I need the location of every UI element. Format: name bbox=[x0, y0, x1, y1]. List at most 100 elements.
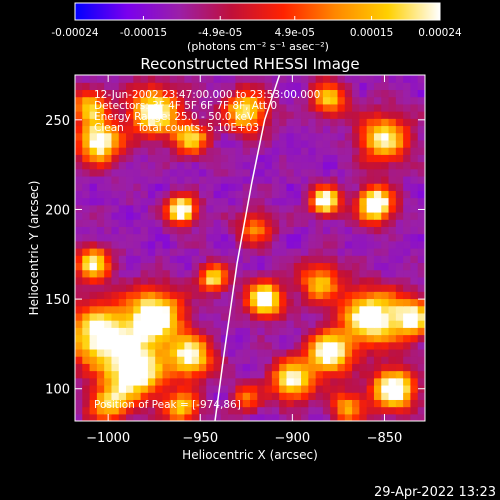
heatmap-cell bbox=[198, 348, 207, 357]
heatmap-cell bbox=[279, 291, 288, 300]
heatmap-cell bbox=[417, 413, 425, 421]
heatmap-cell bbox=[286, 226, 295, 235]
colorbar-strip bbox=[74, 2, 441, 21]
heatmap-cell bbox=[242, 392, 251, 400]
heatmap-cell bbox=[257, 248, 266, 256]
heatmap-cell bbox=[184, 197, 193, 206]
heatmap-cell bbox=[322, 103, 331, 112]
heatmap-cell bbox=[279, 125, 288, 134]
heatmap-cell bbox=[373, 82, 382, 91]
heatmap-cell bbox=[250, 103, 258, 112]
heatmap-cell bbox=[366, 406, 375, 415]
heatmap-cell bbox=[235, 233, 244, 242]
heatmap-cell bbox=[301, 248, 309, 256]
x-tick-label: −1000 bbox=[86, 431, 130, 446]
heatmap-cell bbox=[177, 82, 185, 91]
heatmap-cell bbox=[344, 269, 353, 278]
heatmap-cell bbox=[373, 190, 382, 199]
heatmap-cell bbox=[96, 118, 105, 127]
heatmap-cell bbox=[315, 341, 324, 350]
heatmap-cell bbox=[96, 175, 105, 184]
heatmap-cell bbox=[198, 305, 207, 314]
heatmap-cell bbox=[206, 103, 215, 112]
heatmap-cell bbox=[286, 356, 295, 364]
heatmap-cell bbox=[308, 75, 317, 83]
heatmap-cell bbox=[147, 312, 156, 321]
heatmap-cell bbox=[111, 175, 120, 184]
heatmap-cell bbox=[359, 240, 368, 249]
heatmap-cell bbox=[395, 197, 404, 206]
heatmap-cell bbox=[147, 118, 156, 127]
heatmap-cell bbox=[322, 118, 331, 127]
heatmap-cell bbox=[359, 384, 368, 393]
heatmap-cell bbox=[403, 82, 412, 91]
heatmap-cell bbox=[140, 154, 149, 163]
heatmap-cell bbox=[279, 262, 288, 271]
heatmap-cell bbox=[220, 82, 229, 91]
heatmap-cell bbox=[213, 175, 222, 184]
heatmap-cell bbox=[82, 327, 91, 336]
heatmap-cell bbox=[403, 89, 412, 98]
heatmap-cell bbox=[410, 75, 419, 83]
heatmap-cell bbox=[162, 276, 171, 285]
heatmap-cell bbox=[235, 132, 244, 141]
heatmap-cell bbox=[381, 219, 390, 227]
heatmap-cell bbox=[308, 341, 317, 350]
heatmap-cell bbox=[322, 356, 331, 364]
heatmap-cell bbox=[242, 139, 251, 148]
heatmap-cell bbox=[111, 211, 120, 220]
heatmap-cell bbox=[75, 413, 83, 421]
heatmap-cell bbox=[271, 89, 280, 98]
heatmap-cell bbox=[286, 392, 295, 400]
heatmap-cell bbox=[315, 348, 324, 357]
heatmap-cell bbox=[89, 327, 98, 336]
heatmap-cell bbox=[344, 262, 353, 271]
heatmap-cell bbox=[111, 334, 120, 343]
heatmap-cell bbox=[235, 348, 244, 357]
heatmap-cell bbox=[381, 147, 390, 155]
heatmap-cell bbox=[308, 219, 317, 227]
heatmap-cell bbox=[206, 96, 215, 105]
heatmap-cell bbox=[147, 377, 156, 386]
heatmap-cell bbox=[395, 334, 404, 343]
heatmap-cell bbox=[242, 269, 251, 278]
heatmap-cell bbox=[381, 96, 390, 105]
heatmap-cell bbox=[366, 248, 375, 256]
heatmap-cell bbox=[75, 269, 83, 278]
heatmap-cell bbox=[191, 284, 200, 292]
heatmap-cell bbox=[322, 183, 331, 191]
heatmap-cell bbox=[111, 276, 120, 285]
heatmap-cell bbox=[147, 226, 156, 235]
heatmap-cell bbox=[228, 406, 237, 415]
heatmap-cell bbox=[315, 168, 324, 177]
heatmap-cell bbox=[155, 248, 164, 256]
heatmap-cell bbox=[162, 139, 171, 148]
heatmap-cell bbox=[250, 262, 258, 271]
heatmap-cell bbox=[96, 219, 105, 227]
heatmap-cell bbox=[177, 370, 185, 379]
heatmap-cell bbox=[381, 175, 390, 184]
heatmap-cell bbox=[162, 284, 171, 292]
heatmap-cell bbox=[213, 356, 222, 364]
heatmap-cell bbox=[271, 262, 280, 271]
heatmap-cell bbox=[417, 305, 425, 314]
heatmap-cell bbox=[264, 384, 273, 393]
heatmap-cell bbox=[162, 226, 171, 235]
heatmap-cell bbox=[344, 327, 353, 336]
heatmap-cell bbox=[133, 327, 142, 336]
heatmap-cell bbox=[264, 139, 273, 148]
heatmap-cell bbox=[373, 168, 382, 177]
heatmap-cell bbox=[213, 327, 222, 336]
heatmap-cell bbox=[191, 183, 200, 191]
heatmap-cell bbox=[104, 190, 113, 199]
heatmap-cell bbox=[177, 183, 185, 191]
heatmap-cell bbox=[184, 154, 193, 163]
heatmap-cell bbox=[111, 284, 120, 292]
heatmap-cell bbox=[162, 96, 171, 105]
heatmap-cell bbox=[184, 348, 193, 357]
heatmap-cell bbox=[417, 219, 425, 227]
heatmap-cell bbox=[301, 305, 309, 314]
heatmap-cell bbox=[322, 269, 331, 278]
colorbar-ticks: -0.00024 -0.00015 -4.9e-05 4.9e-05 0.00015 0.… bbox=[51, 16, 462, 39]
heatmap-cell bbox=[271, 363, 280, 372]
